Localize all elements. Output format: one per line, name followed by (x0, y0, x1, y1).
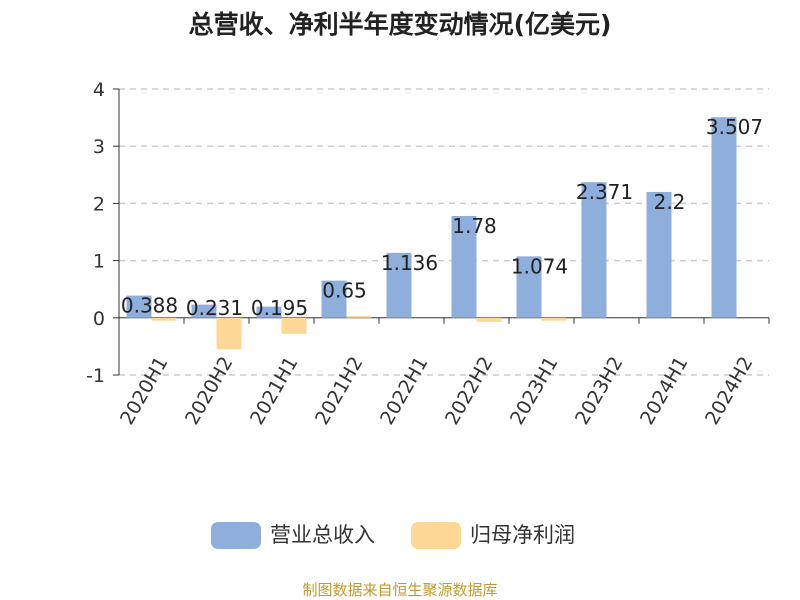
chart-title: 总营收、净利半年度变动情况(亿美元) (189, 10, 612, 39)
bar-revenue (321, 280, 347, 318)
legend-swatch-net-profit (411, 522, 461, 549)
data-label-revenue: 3.507 (706, 115, 763, 139)
data-label-revenue: 2.2 (654, 190, 686, 214)
bar-revenue (451, 215, 477, 318)
data-label-revenue: 0.195 (251, 296, 308, 320)
bar-revenue (581, 182, 607, 318)
bar-revenue (516, 256, 542, 318)
legend-label-revenue: 营业总收入 (270, 523, 375, 547)
y-tick-label: 0 (93, 308, 105, 330)
x-tick-label: 2021H2 (311, 353, 367, 429)
data-label-revenue: 0.65 (322, 279, 367, 303)
bar-net-profit (476, 317, 502, 322)
legend-label-net-profit: 归母净利润 (470, 523, 575, 547)
bar-revenue (126, 295, 152, 318)
x-tick-label: 2023H2 (571, 353, 627, 429)
x-tick-label: 2024H2 (701, 353, 757, 429)
y-tick-label: 1 (93, 251, 105, 273)
x-tick-label: 2022H2 (441, 353, 497, 429)
bars (126, 117, 762, 350)
legend: 营业总收入 归母净利润 (211, 522, 575, 549)
x-tick-label: 2020H1 (116, 353, 172, 429)
data-label-revenue: 0.388 (121, 294, 178, 318)
x-tick-label: 2021H1 (246, 353, 302, 429)
y-tick-labels: -1 0 1 2 3 4 (86, 79, 119, 387)
data-label-revenue: 1.136 (381, 251, 438, 275)
bar-net-profit (541, 317, 567, 321)
data-label-revenue: 2.371 (576, 180, 633, 204)
x-tick-label: 2020H2 (181, 353, 237, 429)
bar-net-profit (281, 317, 307, 334)
x-tick-labels: 2020H1 2020H2 2021H1 2021H2 2022H1 2022H2 2023… (116, 317, 770, 429)
bar-revenue (386, 252, 412, 318)
bar-revenue (191, 304, 217, 318)
source-note: 制图数据来自恒生聚源数据库 (302, 581, 497, 599)
y-tick-label: 3 (93, 136, 105, 158)
y-tick-label: 2 (93, 193, 105, 215)
data-label-revenue: 1.78 (452, 214, 497, 238)
bar-revenue (646, 191, 672, 318)
x-tick-label: 2024H1 (636, 353, 692, 429)
y-tick-label: -1 (86, 365, 105, 387)
x-tick-label: 2023H1 (506, 353, 562, 429)
bar-net-profit (151, 317, 177, 321)
bar-revenue (256, 306, 282, 318)
bar-net-profit (216, 317, 242, 350)
x-tick-label: 2022H1 (376, 353, 432, 429)
bar-net-profit (346, 316, 372, 318)
y-tick-label: 4 (93, 79, 105, 101)
legend-swatch-revenue (211, 522, 261, 549)
data-label-revenue: 0.231 (186, 296, 243, 320)
data-labels: 0.388 0.231 0.195 0.65 1.136 1.78 1.074 2.371 2.… (121, 115, 763, 320)
data-label-revenue: 1.074 (511, 254, 568, 278)
bar-revenue (711, 117, 737, 318)
